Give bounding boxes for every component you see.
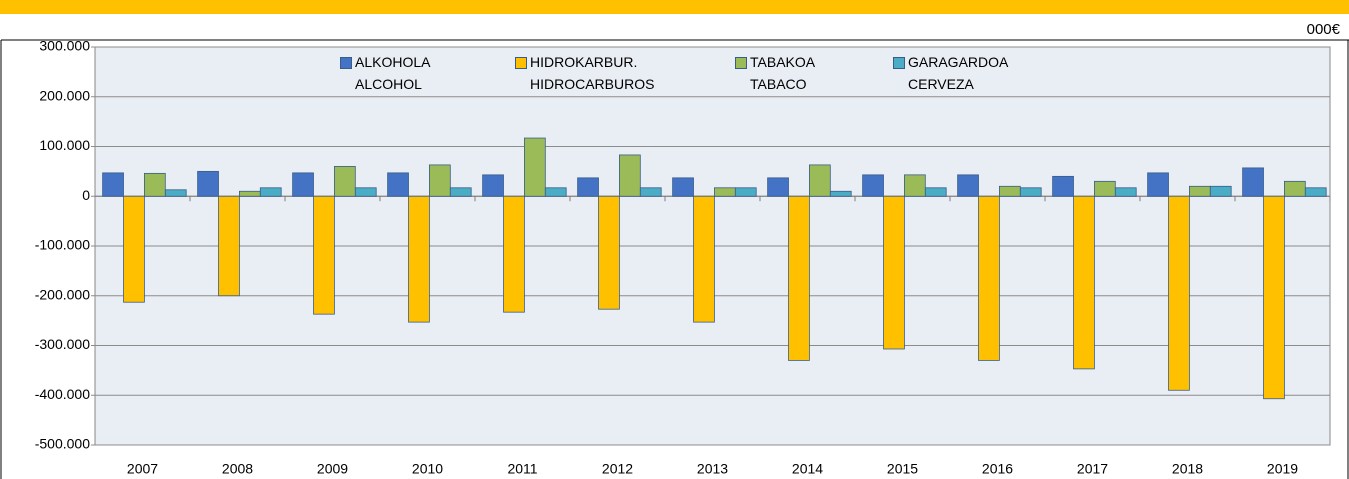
- legend-label: TABAKOA TABACO: [750, 54, 816, 92]
- y-tick-label: 300.000: [39, 38, 90, 54]
- bar: [978, 195, 1000, 361]
- bar: [788, 195, 810, 361]
- x-tick-label: 2009: [317, 461, 348, 477]
- y-tick-label: 100.000: [39, 137, 90, 153]
- bar: [218, 195, 240, 297]
- bar: [1263, 195, 1285, 400]
- bar: [829, 190, 852, 197]
- bar: [904, 174, 926, 197]
- x-tick-label: 2012: [602, 461, 633, 477]
- legend-label: HIDROKARBUR. HIDROCARBUROS: [530, 54, 655, 92]
- x-tick-label: 2015: [887, 461, 918, 477]
- bar: [924, 187, 947, 197]
- x-tick-label: 2011: [507, 461, 537, 477]
- bar: [197, 170, 219, 197]
- bar: [292, 172, 314, 197]
- bar: [482, 174, 504, 197]
- bar: [164, 189, 187, 197]
- y-tick-label: -200.000: [35, 286, 90, 302]
- bar: [354, 187, 377, 197]
- legend-swatch: [340, 57, 352, 69]
- bar: [408, 195, 430, 323]
- bar: [957, 174, 979, 197]
- bar: [1189, 185, 1211, 197]
- x-tick-label: 2007: [127, 461, 158, 477]
- bar: [1209, 185, 1232, 197]
- bar: [1284, 180, 1306, 197]
- bar: [259, 187, 282, 197]
- bar: [809, 164, 831, 197]
- bar: [734, 187, 757, 197]
- bar: [1168, 195, 1190, 391]
- bar: [387, 172, 409, 197]
- x-tick-label: 2018: [1172, 461, 1203, 477]
- bar: [714, 187, 736, 197]
- y-tick-label: -400.000: [35, 386, 90, 402]
- bar: [544, 187, 567, 197]
- x-tick-label: 2014: [792, 461, 823, 477]
- bar: [428, 164, 451, 197]
- bar: [333, 165, 356, 197]
- bar: [238, 190, 261, 197]
- bar: [639, 187, 662, 197]
- bar: [1114, 187, 1137, 197]
- bar: [1073, 195, 1095, 370]
- legend-swatch: [893, 57, 905, 69]
- bar: [503, 195, 525, 313]
- bar: [524, 137, 546, 197]
- x-tick-label: 2019: [1267, 461, 1298, 477]
- bar: [1147, 172, 1169, 197]
- legend-swatch: [515, 57, 527, 69]
- y-tick-label: -500.000: [35, 436, 90, 452]
- bar: [672, 177, 694, 197]
- x-tick-label: 2008: [222, 461, 253, 477]
- bar: [102, 172, 124, 197]
- x-tick-label: 2016: [982, 461, 1013, 477]
- bar: [619, 154, 641, 197]
- top-band: [0, 0, 1349, 14]
- bar: [1304, 187, 1327, 197]
- legend-label: GARAGARDOA CERVEZA: [908, 54, 1009, 92]
- bar: [767, 177, 789, 197]
- bar: [313, 195, 335, 315]
- legend-swatch: [735, 57, 747, 69]
- x-tick-label: 2010: [412, 461, 443, 477]
- bar: [1052, 175, 1074, 197]
- x-tick-label: 2017: [1077, 461, 1108, 477]
- bar: [143, 172, 166, 197]
- x-tick-label: 2013: [697, 461, 728, 477]
- bar: [577, 177, 599, 197]
- bar: [693, 195, 715, 323]
- bar: [1242, 167, 1264, 197]
- bar: [883, 195, 905, 350]
- y-tick-label: 0: [82, 187, 90, 203]
- bar: [999, 185, 1021, 197]
- bar: [1094, 180, 1116, 197]
- y-tick-label: -300.000: [35, 336, 90, 352]
- bar: [449, 187, 472, 197]
- bar: [123, 195, 145, 303]
- bar: [598, 195, 620, 310]
- legend-label: ALKOHOLA ALCOHOL: [355, 54, 431, 92]
- unit-label: 000€: [1307, 21, 1341, 38]
- bar: [1019, 187, 1042, 197]
- bar: [862, 174, 884, 197]
- y-tick-label: -100.000: [35, 237, 90, 253]
- y-tick-label: 200.000: [39, 87, 90, 103]
